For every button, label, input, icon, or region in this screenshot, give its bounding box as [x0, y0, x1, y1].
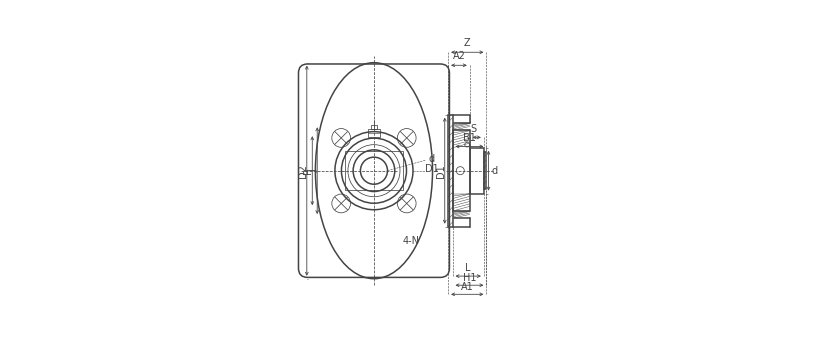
- Text: Z: Z: [464, 38, 471, 48]
- Bar: [453, 130, 470, 211]
- Bar: [470, 148, 484, 194]
- Text: d: d: [491, 166, 498, 176]
- Text: 4-N: 4-N: [402, 237, 419, 246]
- Text: d: d: [429, 154, 435, 164]
- Bar: [368, 129, 379, 137]
- Bar: [484, 152, 486, 189]
- Bar: [344, 151, 403, 190]
- Text: D2: D2: [298, 164, 308, 178]
- Text: J: J: [308, 169, 318, 172]
- Text: A2: A2: [453, 51, 465, 62]
- Text: L: L: [465, 263, 471, 273]
- Text: S: S: [471, 124, 477, 134]
- Bar: [448, 115, 453, 227]
- Text: P: P: [304, 168, 313, 174]
- Text: H1: H1: [463, 273, 477, 283]
- Text: B1: B1: [463, 134, 476, 143]
- Text: D1: D1: [436, 164, 446, 177]
- Text: D1: D1: [425, 164, 439, 174]
- Bar: [370, 125, 377, 129]
- Text: A1: A1: [461, 282, 473, 292]
